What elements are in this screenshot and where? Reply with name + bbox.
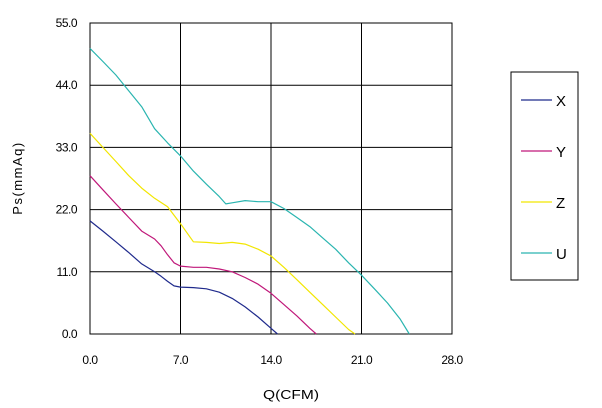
series-line-u <box>89 47 410 335</box>
x-tick-label: 21.0 <box>351 353 373 367</box>
y-tick-label: 55.0 <box>56 16 78 30</box>
series-lines <box>89 47 410 335</box>
legend-label-x: X <box>556 93 566 110</box>
x-tick-label: 14.0 <box>260 353 282 367</box>
legend-label-u: U <box>556 246 567 263</box>
x-axis-title: Q(CFM) <box>263 387 319 402</box>
legend-label-y: Y <box>556 144 566 161</box>
plot-area-frame <box>89 22 453 335</box>
series-line-z <box>89 132 356 335</box>
legend-label-z: Z <box>556 195 565 212</box>
legend-box <box>510 71 579 281</box>
y-tick-label: 0.0 <box>62 327 78 341</box>
grid-lines <box>89 22 453 335</box>
y-axis-tick-labels: 0.0 11.0 22.0 33.0 44.0 55.0 <box>56 16 79 341</box>
y-tick-label: 22.0 <box>56 203 78 217</box>
y-tick-label: 11.0 <box>57 265 78 279</box>
series-line-y <box>89 175 317 335</box>
y-tick-label: 33.0 <box>56 140 78 154</box>
y-tick-label: 44.0 <box>56 78 78 92</box>
x-tick-label: 0.0 <box>82 353 98 367</box>
x-tick-label: 7.0 <box>173 353 189 367</box>
x-tick-label: 28.0 <box>441 353 463 367</box>
x-axis-tick-labels: 0.0 7.0 14.0 21.0 28.0 <box>82 353 464 367</box>
legend: X Y Z U <box>510 71 579 281</box>
series-line-x <box>89 220 278 335</box>
y-axis-title: Ps(mmAq) <box>10 141 25 214</box>
